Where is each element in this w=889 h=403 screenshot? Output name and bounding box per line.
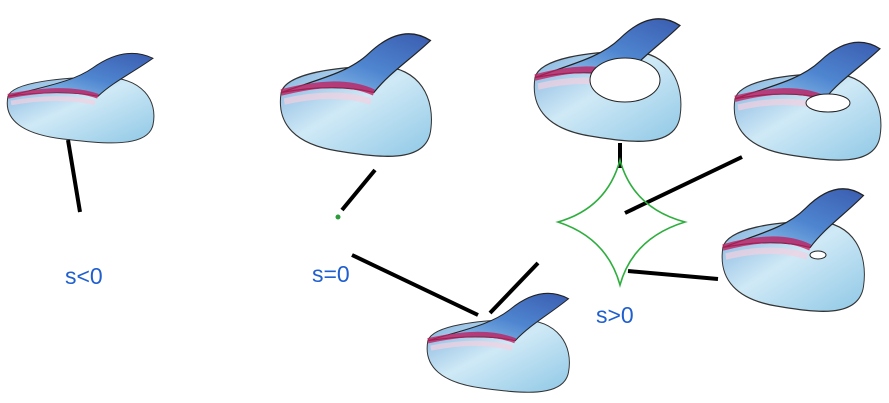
connector <box>625 157 742 213</box>
caustic-curve <box>558 160 685 285</box>
surface-with-hole <box>534 19 681 142</box>
connector <box>68 140 80 212</box>
surface <box>427 293 569 392</box>
label: s=0 <box>312 261 350 287</box>
label: s<0 <box>65 263 103 289</box>
page: s<0 s=0 s>0 (() => { const data = JSON.p… <box>0 0 889 403</box>
diagram: s<0 s=0 s>0 <box>0 0 889 403</box>
connector <box>342 170 375 210</box>
singular-point <box>336 215 341 220</box>
connector <box>628 271 718 279</box>
hole <box>590 58 660 102</box>
surface <box>7 53 154 143</box>
label: s>0 <box>596 302 634 328</box>
hole <box>806 94 850 112</box>
surface-with-hole <box>722 189 864 312</box>
connector <box>352 255 478 315</box>
surface <box>280 34 431 157</box>
surface <box>722 189 864 312</box>
surface-with-hole <box>734 42 881 160</box>
hole <box>810 251 826 259</box>
